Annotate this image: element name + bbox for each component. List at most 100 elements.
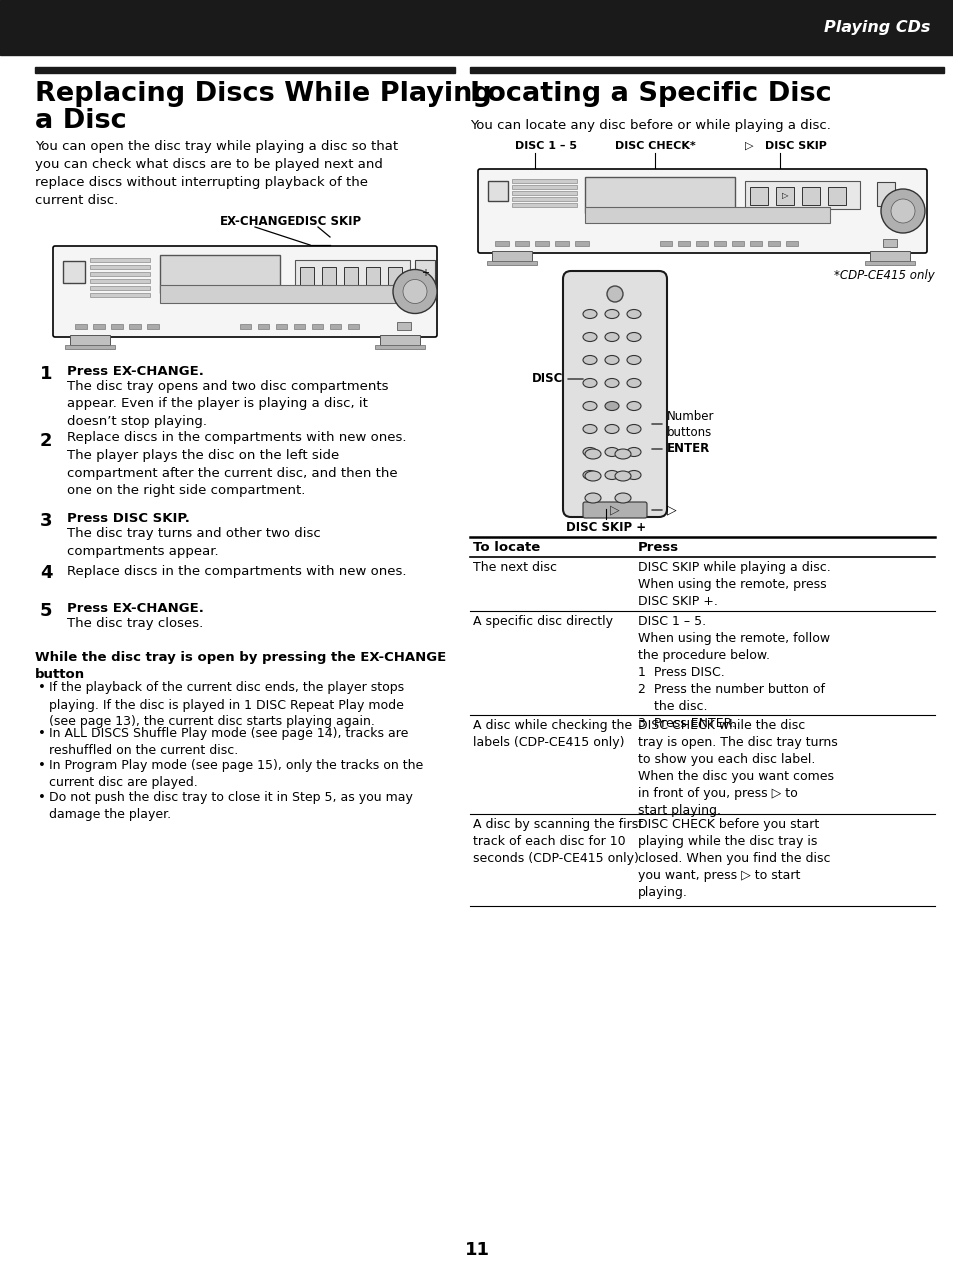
Text: Do not push the disc tray to close it in Step 5, as you may
damage the player.: Do not push the disc tray to close it in… [49, 791, 413, 820]
Text: EX-CHANGE: EX-CHANGE [220, 215, 296, 228]
Text: Press DISC SKIP.: Press DISC SKIP. [67, 513, 190, 525]
Bar [584, 177, 734, 212]
Ellipse shape [604, 471, 618, 480]
Text: DISC 1 – 5.
When using the remote, follow
the procedure below.
1  Press DISC.
2 : DISC 1 – 5. When using the remote, follo… [638, 614, 829, 730]
Text: ENTER: ENTER [666, 443, 709, 455]
Bar [396, 322, 411, 329]
Bar [876, 182, 894, 206]
Bar [512, 184, 577, 190]
Bar [744, 181, 859, 209]
Ellipse shape [584, 494, 600, 502]
Circle shape [890, 198, 914, 223]
Text: The disc tray opens and two disc compartments
appear. Even if the player is play: The disc tray opens and two disc compart… [67, 380, 388, 427]
Text: •: • [38, 682, 46, 695]
Ellipse shape [626, 355, 640, 365]
Ellipse shape [615, 471, 630, 481]
Text: Replace discs in the compartments with new ones.: Replace discs in the compartments with n… [67, 565, 406, 577]
Text: DISC CHECK while the disc
tray is open. The disc tray turns
to show you each dis: DISC CHECK while the disc tray is open. … [638, 719, 837, 817]
Bar [90, 272, 150, 276]
Text: A disc by scanning the first
track of each disc for 10
seconds (CDP-CE415 only): A disc by scanning the first track of ea… [473, 818, 642, 865]
Text: You can locate any disc before or while playing a disc.: You can locate any disc before or while … [470, 120, 830, 132]
FancyBboxPatch shape [582, 502, 646, 518]
Bar [713, 240, 725, 245]
FancyBboxPatch shape [562, 271, 666, 516]
Ellipse shape [604, 332, 618, 341]
Ellipse shape [626, 402, 640, 411]
Bar [470, 67, 943, 73]
Ellipse shape [582, 471, 597, 480]
Bar [512, 197, 577, 201]
Text: The next disc: The next disc [473, 561, 557, 574]
Bar [492, 251, 532, 261]
Ellipse shape [604, 355, 618, 365]
Text: ▷: ▷ [610, 504, 619, 516]
Text: While the disc tray is open by pressing the EX-CHANGE
button: While the disc tray is open by pressing … [35, 651, 446, 682]
Bar [90, 293, 150, 296]
Bar [90, 286, 150, 290]
Ellipse shape [582, 332, 597, 341]
Bar [129, 324, 141, 329]
Text: Replacing Discs While Playing: Replacing Discs While Playing [35, 81, 491, 107]
Ellipse shape [582, 425, 597, 434]
Ellipse shape [626, 309, 640, 318]
Bar [775, 187, 793, 205]
Circle shape [393, 270, 436, 313]
Bar [495, 240, 509, 245]
Ellipse shape [626, 448, 640, 457]
Bar [90, 279, 150, 282]
Ellipse shape [584, 471, 600, 481]
Text: 5: 5 [40, 602, 52, 619]
Ellipse shape [582, 402, 597, 411]
Bar [344, 267, 357, 285]
Text: •: • [38, 759, 46, 772]
Bar [659, 240, 671, 245]
Bar [731, 240, 743, 245]
Bar [160, 285, 415, 303]
Bar [512, 191, 577, 195]
Text: The disc tray closes.: The disc tray closes. [67, 617, 203, 630]
Circle shape [880, 190, 924, 233]
Text: Replace discs in the compartments with new ones.
The player plays the disc on th: Replace discs in the compartments with n… [67, 431, 406, 497]
Bar [70, 335, 110, 345]
Text: ▷: ▷ [781, 192, 787, 201]
Ellipse shape [626, 425, 640, 434]
Text: DISC SKIP: DISC SKIP [764, 141, 826, 151]
Bar [275, 324, 287, 329]
Text: ▷: ▷ [666, 504, 676, 516]
Ellipse shape [582, 379, 597, 388]
Bar [785, 240, 797, 245]
Text: DISC 1 – 5: DISC 1 – 5 [515, 141, 577, 151]
Text: •: • [38, 728, 46, 740]
Bar [375, 345, 424, 349]
Bar [584, 207, 829, 223]
Bar [749, 187, 767, 205]
Bar [257, 324, 269, 329]
Text: A specific disc directly: A specific disc directly [473, 614, 613, 628]
Bar [366, 267, 379, 285]
Bar [65, 345, 115, 349]
Bar [555, 240, 568, 245]
Ellipse shape [582, 309, 597, 318]
Bar [388, 267, 401, 285]
Bar [90, 265, 150, 268]
Bar [512, 179, 577, 183]
Text: You can open the disc tray while playing a disc so that
you can check what discs: You can open the disc tray while playing… [35, 140, 397, 207]
Ellipse shape [604, 402, 618, 411]
Bar [515, 240, 529, 245]
Bar [322, 267, 335, 285]
Ellipse shape [626, 471, 640, 480]
Text: A disc while checking the
labels (CDP-CE415 only): A disc while checking the labels (CDP-CE… [473, 719, 632, 749]
Text: Playing CDs: Playing CDs [822, 20, 929, 36]
FancyBboxPatch shape [53, 245, 436, 337]
Bar [160, 254, 280, 293]
Ellipse shape [604, 448, 618, 457]
Bar [696, 240, 707, 245]
Ellipse shape [604, 309, 618, 318]
Bar [299, 267, 314, 285]
Bar [882, 239, 896, 247]
Bar [486, 261, 537, 265]
Text: +: + [420, 268, 429, 279]
Ellipse shape [604, 425, 618, 434]
Text: Press: Press [638, 541, 679, 555]
Text: In Program Play mode (see page 15), only the tracks on the
current disc are play: In Program Play mode (see page 15), only… [49, 759, 423, 789]
